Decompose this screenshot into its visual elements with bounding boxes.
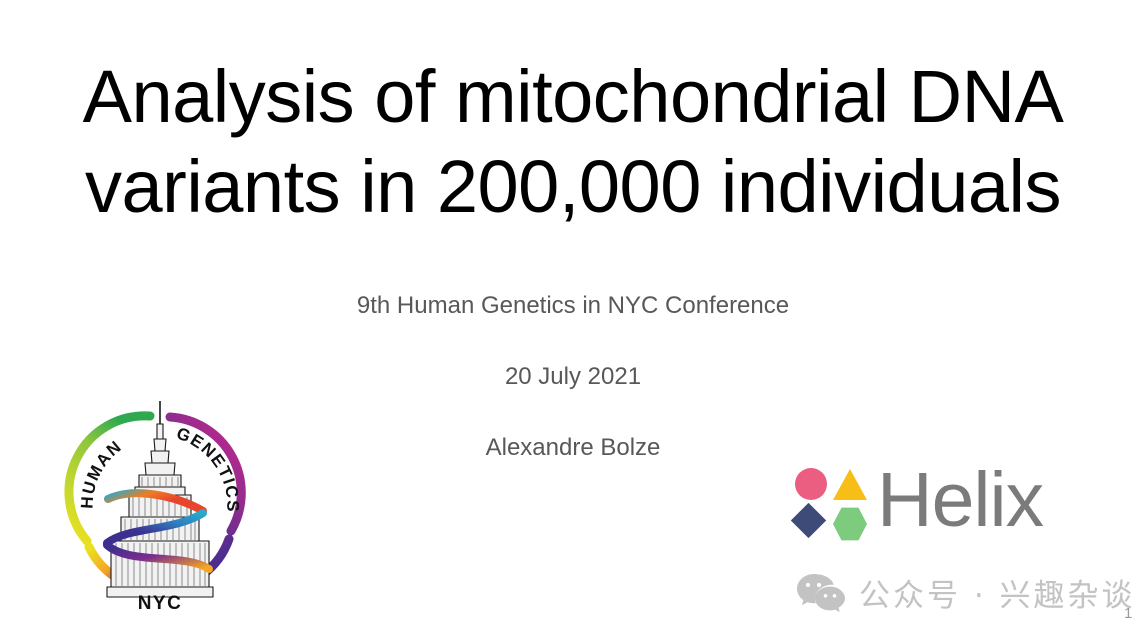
- helix-hexagon-icon: [833, 507, 867, 541]
- wechat-icon: [797, 573, 845, 612]
- helix-logo: Helix: [790, 460, 1088, 542]
- helix-triangle-icon: [833, 469, 867, 500]
- presentation-date: 20 July 2021: [504, 363, 642, 390]
- title-line-1: Analysis of mitochondrial DNA: [82, 55, 1064, 138]
- conference-name: 9th Human Genetics in NYC Conference: [356, 292, 790, 319]
- helix-wordmark: Helix: [877, 457, 1044, 543]
- helix-circle-icon: [795, 468, 827, 500]
- title-line-2: variants in 200,000 individuals: [85, 145, 1061, 228]
- watermark-text: 公众号 · 兴趣杂谈: [859, 578, 1136, 614]
- svg-text:NYC: NYC: [138, 593, 183, 614]
- helix-diamond-icon: [790, 502, 827, 539]
- presenter-name: Alexandre Bolze: [485, 434, 661, 461]
- page-title: Analysis of mitochondrial DNA variants i…: [0, 52, 1146, 232]
- page-number: 1: [1124, 605, 1133, 622]
- helix-logo-marks: [790, 466, 869, 542]
- human-genetics-nyc-logo: HUMAN GENETICS: [63, 391, 258, 619]
- wechat-watermark: 公众号 · 兴趣杂谈: [797, 570, 1136, 615]
- subtitle-block: 9th Human Genetics in NYC Conference 20 …: [0, 292, 1146, 462]
